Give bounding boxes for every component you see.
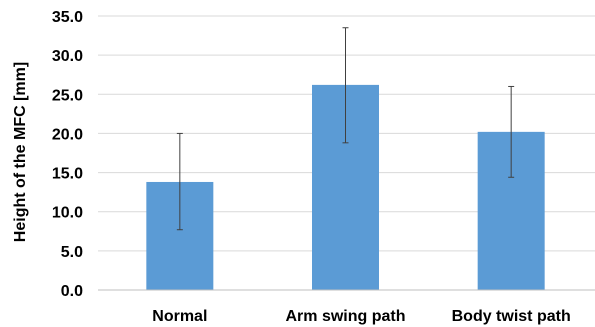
y-tick-labels: 0.0 5.0 10.0 15.0 20.0 25.0 30.0 35.0 [52, 9, 83, 300]
x-category-label: Body twist path [452, 308, 571, 325]
error-bars [176, 27, 515, 231]
x-category-label: Normal [152, 308, 207, 325]
x-category-labels: Normal Arm swing path Body twist path [152, 308, 570, 325]
y-axis-title: Height of the MFC [mm] [12, 62, 29, 242]
y-tick-label: 5.0 [61, 244, 83, 261]
x-category-label: Arm swing path [285, 308, 405, 325]
y-tick-label: 15.0 [52, 166, 83, 183]
y-tick-label: 0.0 [61, 283, 83, 300]
y-tick-label: 10.0 [52, 205, 83, 222]
y-tick-label: 25.0 [52, 87, 83, 104]
y-tick-label: 20.0 [52, 126, 83, 143]
y-tick-label: 30.0 [52, 48, 83, 65]
y-tick-label: 35.0 [52, 9, 83, 26]
